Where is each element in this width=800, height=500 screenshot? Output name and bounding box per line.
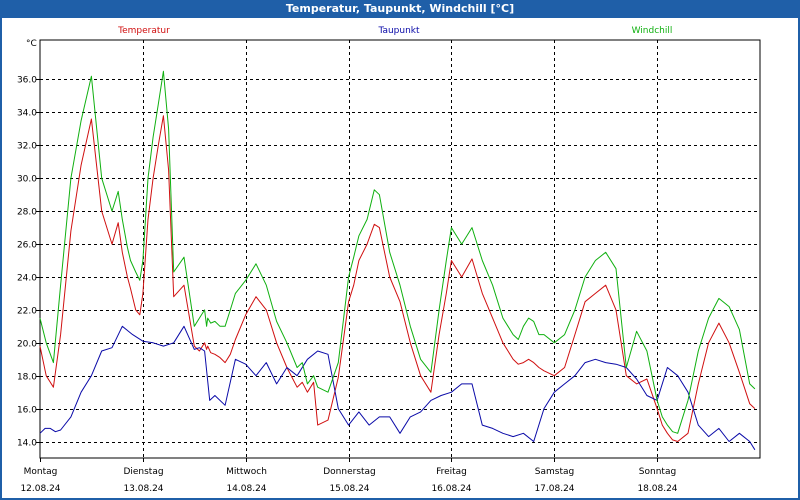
plot-frame bbox=[39, 39, 761, 459]
x-tick-date: 18.08.24 bbox=[637, 484, 677, 494]
y-tick-label: 22.0 bbox=[17, 307, 37, 317]
axes bbox=[36, 39, 761, 462]
x-tick-date: 17.08.24 bbox=[534, 484, 574, 494]
x-tick-day: Donnerstag bbox=[323, 467, 376, 477]
x-tick-date: 14.08.24 bbox=[226, 484, 266, 494]
y-tick-label: 20.0 bbox=[17, 340, 37, 350]
series-line-taupunkt bbox=[39, 325, 756, 451]
y-tick-label: 36.0 bbox=[17, 76, 37, 86]
grid bbox=[40, 40, 760, 458]
x-tick-day: Freitag bbox=[436, 467, 467, 477]
y-tick-label: 28.0 bbox=[17, 208, 37, 218]
x-tick-date: 15.08.24 bbox=[329, 484, 369, 494]
x-tick-date: 16.08.24 bbox=[431, 484, 471, 494]
window-title: Temperatur, Taupunkt, Windchill [°C] bbox=[285, 2, 515, 15]
x-tick-date: 12.08.24 bbox=[20, 484, 60, 494]
x-tick-day: Sonntag bbox=[639, 467, 676, 477]
x-tick-day: Dienstag bbox=[123, 467, 163, 477]
chart-panel: 14.0 16.0 18.0 20.0 22.0 24.0 26.0 28.0 30.0 32.0… bbox=[2, 18, 798, 498]
y-tick-label: 26.0 bbox=[17, 241, 37, 251]
legend-taupunkt: Taupunkt bbox=[377, 26, 420, 36]
y-tick-label: 18.0 bbox=[17, 373, 37, 383]
y-axis-unit: °C bbox=[26, 39, 37, 49]
x-tick-date: 13.08.24 bbox=[123, 484, 163, 494]
y-tick-label: 30.0 bbox=[17, 175, 37, 185]
series-line-temperatur bbox=[39, 115, 756, 442]
x-tick-day: Mittwoch bbox=[226, 467, 267, 477]
x-tick-day: Samstag bbox=[535, 467, 574, 477]
y-tick-label: 24.0 bbox=[17, 274, 37, 284]
y-tick-label: 34.0 bbox=[17, 109, 37, 119]
y-tick-label: 32.0 bbox=[17, 142, 37, 152]
y-tick-label: 14.0 bbox=[17, 439, 37, 449]
legend-windchill: Windchill bbox=[632, 26, 673, 36]
y-tick-label: 16.0 bbox=[17, 406, 37, 416]
series-line-windchill bbox=[39, 70, 756, 434]
labels: 14.0 16.0 18.0 20.0 22.0 24.0 26.0 28.0 30.0 32.0… bbox=[17, 26, 678, 494]
x-tick-day: Montag bbox=[24, 467, 58, 477]
series-lines bbox=[39, 70, 756, 451]
legend-temperatur: Temperatur bbox=[117, 26, 170, 36]
temperature-chart: 14.0 16.0 18.0 20.0 22.0 24.0 26.0 28.0 30.0 32.0… bbox=[17, 26, 761, 494]
